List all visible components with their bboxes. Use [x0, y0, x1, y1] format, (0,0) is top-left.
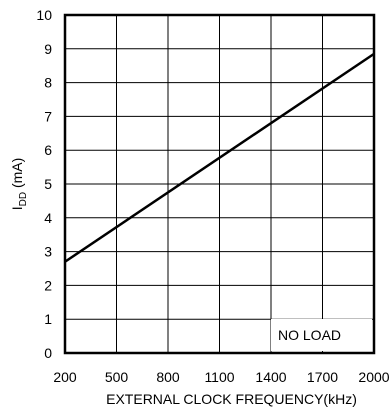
x-tick-label: 500	[105, 369, 129, 385]
y-axis-title-base: I	[9, 206, 25, 210]
y-tick-label: 10	[36, 7, 52, 23]
x-tick-label: 200	[53, 369, 77, 385]
y-tick-label: 2	[44, 277, 52, 293]
annotation-background	[271, 319, 372, 351]
y-tick-label: 1	[44, 311, 52, 327]
x-tick-label: 1400	[255, 369, 286, 385]
series-line	[64, 52, 375, 263]
x-tick-label: 1100	[204, 369, 234, 385]
x-tick-label: 2000	[358, 369, 389, 385]
grid-lines	[65, 15, 374, 353]
y-tick-label: 6	[44, 142, 52, 158]
y-tick-label: 0	[44, 345, 52, 361]
plot-frame	[63, 13, 376, 355]
y-tick-label: 4	[44, 210, 52, 226]
y-axis-title: IDD (mA)	[9, 158, 29, 211]
y-tick-label: 3	[44, 244, 52, 260]
y-axis-title-subscript: DD	[18, 192, 29, 206]
y-tick-label: 8	[44, 75, 52, 91]
x-tick-label: 1700	[307, 369, 338, 385]
x-tick-labels: 200 500 800 1100 1400 1700 2000	[53, 369, 389, 385]
annotation-layer: NO LOAD	[271, 319, 372, 351]
series-layer	[64, 52, 375, 263]
x-tick-label: 800	[156, 369, 180, 385]
y-axis-title-suffix: (mA)	[9, 158, 25, 192]
annotation-no-load: NO LOAD	[278, 327, 341, 343]
y-tick-label: 5	[44, 176, 52, 192]
y-tick-label: 9	[44, 41, 52, 57]
y-tick-label: 7	[44, 108, 52, 124]
y-tick-labels: 0 1 2 3 4 5 6 7 8 9 10	[36, 7, 52, 361]
x-axis-title: EXTERNAL CLOCK FREQUENCY(kHz)	[106, 391, 357, 407]
